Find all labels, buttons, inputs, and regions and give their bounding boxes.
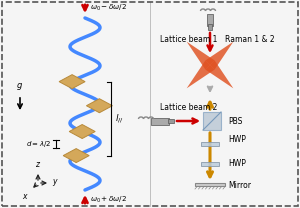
Text: PBS: PBS: [228, 116, 242, 125]
Text: Mirror: Mirror: [228, 181, 251, 189]
Bar: [201, 142, 219, 146]
Text: $y$: $y$: [52, 177, 59, 188]
Bar: [151, 118, 169, 125]
Text: Lattice beam 2: Lattice beam 2: [160, 104, 218, 113]
Text: Lattice beam 1: Lattice beam 1: [160, 36, 218, 45]
Polygon shape: [206, 42, 233, 70]
Polygon shape: [187, 42, 214, 70]
Polygon shape: [69, 125, 95, 139]
Text: HWP: HWP: [228, 135, 246, 145]
Text: $x$: $x$: [22, 192, 29, 201]
Text: $g$: $g$: [16, 81, 23, 92]
Polygon shape: [187, 60, 214, 88]
Polygon shape: [206, 60, 233, 88]
Bar: [168, 119, 174, 123]
Text: $d = \lambda/2$: $d = \lambda/2$: [26, 139, 51, 149]
Bar: [203, 112, 221, 130]
Text: $\omega_0 + \delta\omega/2$: $\omega_0 + \delta\omega/2$: [90, 195, 127, 205]
Bar: [207, 14, 213, 26]
Polygon shape: [63, 149, 89, 163]
Polygon shape: [59, 75, 85, 89]
Text: HWP: HWP: [228, 160, 246, 168]
Polygon shape: [86, 99, 112, 113]
Bar: [208, 24, 212, 30]
Bar: [201, 162, 219, 166]
Text: Raman 1 & 2: Raman 1 & 2: [225, 36, 274, 45]
Text: $\omega_0 - \delta\omega/2$: $\omega_0 - \delta\omega/2$: [90, 3, 127, 13]
Bar: [195, 183, 225, 186]
Text: $z$: $z$: [35, 160, 41, 169]
Text: $l_{//}$: $l_{//}$: [115, 112, 124, 125]
